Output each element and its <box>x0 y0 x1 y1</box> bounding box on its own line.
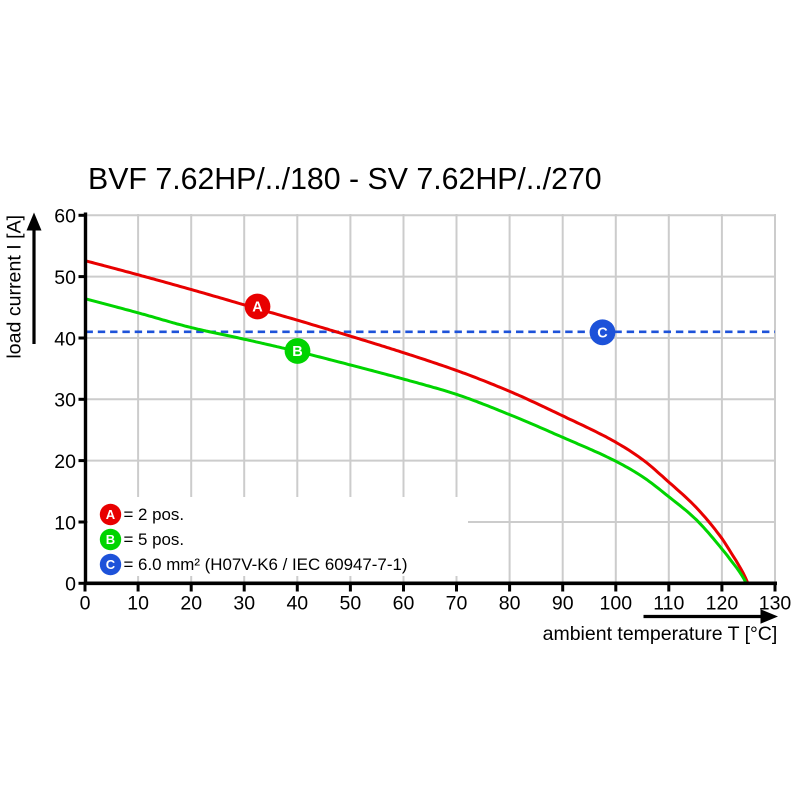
svg-text:10: 10 <box>127 593 149 615</box>
svg-text:70: 70 <box>446 593 468 615</box>
svg-text:10: 10 <box>54 512 76 534</box>
svg-text:60: 60 <box>393 593 415 615</box>
svg-text:120: 120 <box>706 593 739 615</box>
svg-text:A: A <box>252 300 263 316</box>
svg-text:ambient temperature T [°C]: ambient temperature T [°C] <box>543 623 778 645</box>
svg-text:100: 100 <box>600 593 633 615</box>
svg-text:60: 60 <box>54 206 76 228</box>
svg-text:= 5 pos.: = 5 pos. <box>124 530 185 549</box>
svg-text:load current I [A]: load current I [A] <box>3 215 25 359</box>
svg-text:0: 0 <box>80 593 91 615</box>
svg-text:130: 130 <box>759 593 792 615</box>
svg-text:C: C <box>106 557 116 572</box>
svg-text:40: 40 <box>286 593 308 615</box>
svg-text:40: 40 <box>54 328 76 350</box>
svg-text:BVF 7.62HP/../180 - SV 7.62HP/: BVF 7.62HP/../180 - SV 7.62HP/../270 <box>88 163 602 196</box>
svg-text:30: 30 <box>233 593 255 615</box>
svg-text:20: 20 <box>180 593 202 615</box>
svg-text:50: 50 <box>54 267 76 289</box>
svg-text:0: 0 <box>65 574 76 596</box>
svg-text:C: C <box>597 326 608 342</box>
svg-text:110: 110 <box>653 593 684 615</box>
svg-text:80: 80 <box>499 593 521 615</box>
svg-text:20: 20 <box>54 451 76 473</box>
svg-text:A: A <box>106 507 116 522</box>
svg-text:30: 30 <box>54 390 76 412</box>
svg-text:50: 50 <box>340 593 362 615</box>
svg-text:B: B <box>292 344 302 360</box>
svg-text:B: B <box>106 532 115 547</box>
svg-text:= 6.0 mm² (H07V-K6 / IEC 60947: = 6.0 mm² (H07V-K6 / IEC 60947-7-1) <box>124 555 408 574</box>
svg-text:90: 90 <box>552 593 574 615</box>
svg-text:= 2 pos.: = 2 pos. <box>124 505 185 524</box>
